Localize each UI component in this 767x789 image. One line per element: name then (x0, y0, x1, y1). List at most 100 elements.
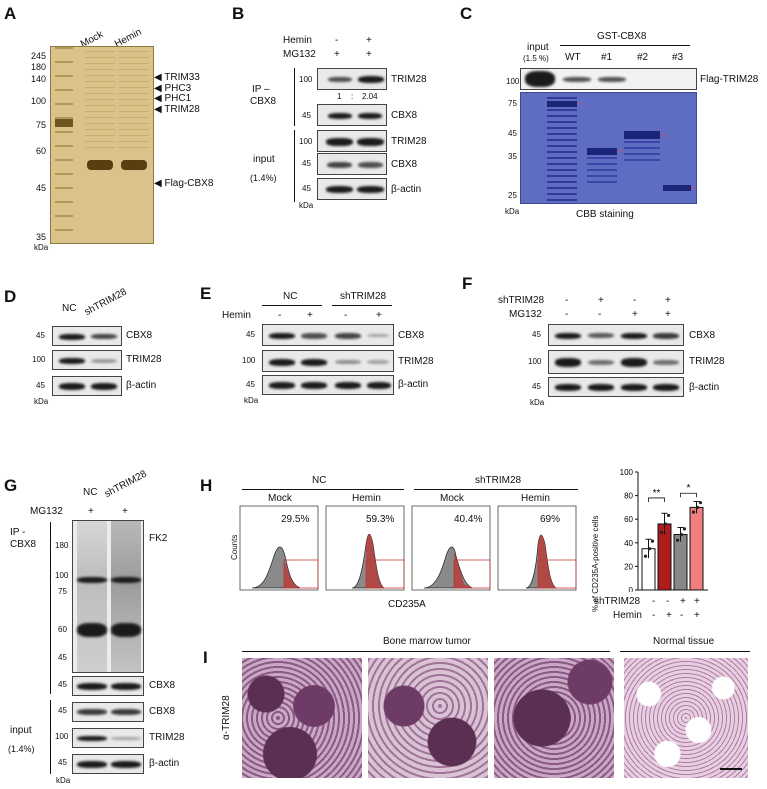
data-point (663, 522, 668, 526)
unit-kda: kDa (56, 776, 71, 785)
band (91, 383, 117, 390)
band (91, 359, 117, 363)
y-tick-label: 0 (629, 586, 634, 592)
arrow-left-icon: ◀ (154, 178, 165, 189)
band (301, 333, 327, 339)
band (335, 382, 361, 389)
arrow-left-icon: ◀ (154, 93, 165, 104)
input-label: input (253, 154, 275, 165)
marker: 100 (55, 732, 69, 741)
marker: 100 (242, 356, 256, 365)
caption-cbb: CBB staining (576, 209, 634, 220)
band (301, 359, 327, 366)
input-label: input (527, 42, 549, 53)
blot-input-cbx8 (72, 702, 144, 722)
ihc-ylabel: α-TRIM28 (221, 695, 232, 740)
marker: 45 (508, 129, 517, 138)
lane (111, 521, 141, 672)
row-label: CBX8 (126, 330, 153, 341)
blot-ip-cbx8 (72, 676, 144, 696)
unit-kda: kDa (505, 207, 520, 216)
row-label: TRIM28 (398, 356, 434, 367)
marker: 45 (246, 330, 255, 339)
sign: + (665, 309, 671, 320)
band (588, 333, 614, 338)
sign: + (366, 49, 372, 60)
blot-input-actin (317, 178, 387, 200)
sign: + (376, 310, 382, 321)
blot-fk2 (72, 520, 144, 673)
group-normal: Normal tissue (653, 636, 715, 647)
panel-label-i: I (203, 648, 208, 667)
row-label: TRIM28 (689, 356, 725, 367)
arrow-left-icon: ◀ (154, 83, 165, 94)
y-tick-label: 100 (620, 468, 634, 477)
sub-hemin: Hemin (352, 493, 381, 504)
histogram-1 (239, 505, 319, 591)
band (663, 185, 691, 191)
data-point (698, 501, 703, 505)
panel-label-h: H (200, 476, 213, 495)
unit-kda: kDa (34, 243, 49, 252)
sign: + (598, 295, 604, 306)
band (621, 384, 647, 391)
y-tick-label: 60 (624, 515, 633, 524)
blot-actin (262, 375, 394, 395)
ip-bracket (294, 68, 295, 126)
band (653, 384, 679, 391)
ihc-image-normal (624, 658, 748, 778)
marker: 100 (55, 571, 69, 580)
band (111, 623, 141, 637)
ip-label: IP - (10, 527, 26, 538)
ip-label: IP – (252, 84, 270, 95)
panel-label-d: D (4, 287, 17, 306)
sign: + (88, 506, 94, 517)
band (326, 186, 353, 193)
band (77, 709, 107, 715)
band (588, 360, 614, 365)
band (555, 358, 581, 367)
arrow-left-icon: ◀ (154, 72, 165, 83)
percent-sh-mock: 40.4% (454, 514, 483, 525)
panel-label-g: G (4, 476, 18, 495)
sig-bracket (680, 492, 697, 498)
band (588, 384, 614, 391)
marker: 100 (528, 357, 542, 366)
row-label: CBX8 (391, 159, 418, 170)
blot-input-trim28 (317, 130, 387, 152)
asterisk-icon: * (661, 133, 665, 142)
cond-shtrim28: shTRIM28 (594, 596, 641, 607)
marker: 100 (32, 355, 46, 364)
band (357, 186, 384, 193)
marker-100: 100 (31, 96, 47, 106)
percent-nc-hemin: 59.3% (366, 514, 395, 525)
band (621, 358, 647, 367)
band (91, 334, 117, 339)
marker: 35 (508, 152, 517, 161)
row-fk2: FK2 (149, 533, 168, 544)
band (357, 138, 384, 146)
sign: - (652, 610, 656, 621)
band (367, 382, 391, 389)
ip-label: CBX8 (10, 539, 37, 550)
histogram-2 (325, 505, 405, 591)
lane-shtrim28: shTRIM28 (102, 468, 149, 500)
group-nc: NC (312, 475, 327, 486)
band (59, 334, 85, 340)
condition-mg132: MG132 (283, 49, 316, 60)
band (301, 382, 327, 389)
blot-cbx8 (52, 326, 122, 346)
marker-140: 140 (31, 74, 47, 84)
silver-stain-gel (50, 46, 154, 244)
header-line (560, 45, 690, 46)
ihc-image-3 (494, 658, 614, 778)
lane-wt: WT (565, 52, 581, 63)
band (587, 157, 617, 187)
group-line (414, 489, 578, 490)
row-label: CBX8 (689, 330, 716, 341)
lane-nc: NC (62, 303, 77, 314)
ip-label: CBX8 (250, 96, 277, 107)
sign: - (344, 310, 348, 321)
sign: + (694, 596, 700, 607)
cbb-gel: * * * * (520, 92, 697, 204)
